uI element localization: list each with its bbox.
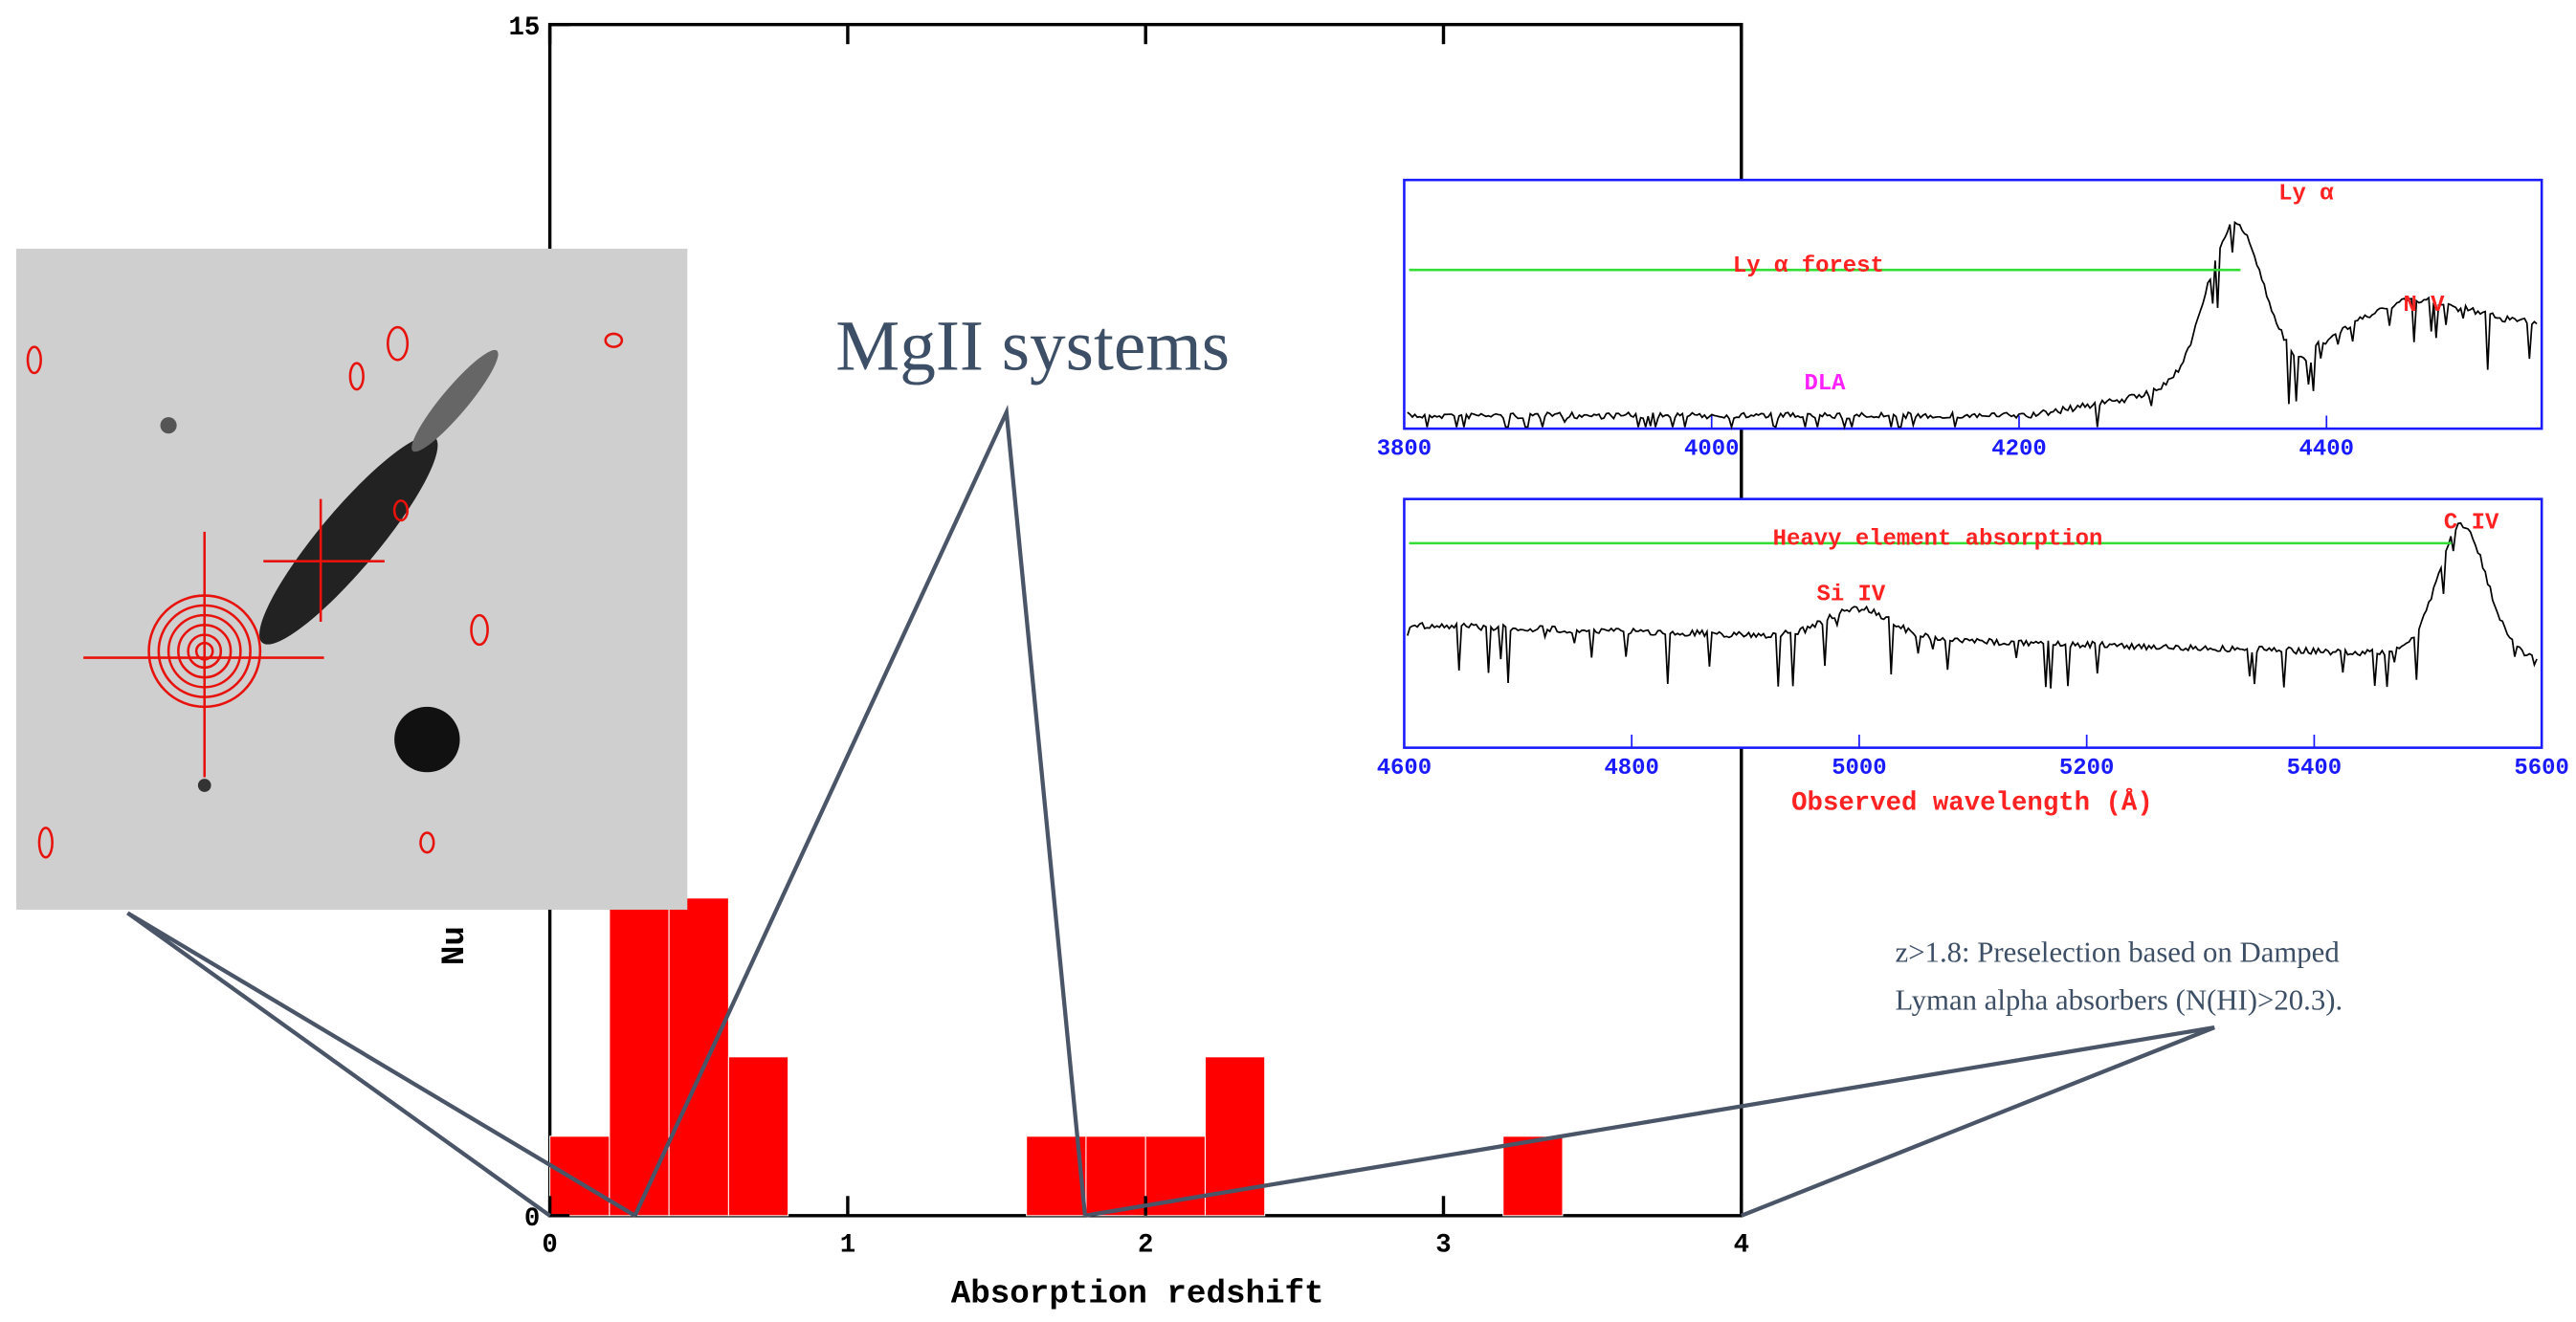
line-label: C IV (2444, 510, 2499, 536)
line-label: DLA (1804, 371, 1846, 397)
y-tick-label: 0 (524, 1204, 540, 1234)
galaxy (259, 435, 438, 645)
x-tick-label: 1 (840, 1230, 855, 1260)
spectrum-frame (1403, 178, 2543, 430)
line-label: Si IV (1816, 583, 1885, 608)
x-axis-label: Observed wavelength (Å) (1791, 788, 2153, 819)
line-label: Ly α (2278, 182, 2334, 208)
x-tick-label: 5000 (1832, 756, 1886, 782)
histogram: 0 1 2 3 4 0 15 (509, 13, 1749, 1261)
spectrum-frame (1403, 497, 2543, 749)
spectrum-panel: 3800 4000 4200 4400 Ly α forest Ly α N V DLA (1377, 178, 2543, 462)
x-tick-label: 3800 (1377, 436, 1432, 462)
line-label: Heavy element absorption (1773, 527, 2103, 553)
x-tick-label: 4000 (1684, 436, 1739, 462)
star (197, 779, 211, 792)
x-tick-label: 4 (1734, 1230, 1749, 1260)
spectrum-trace (1407, 521, 2538, 689)
bar (668, 897, 729, 1217)
dla-note: Lyman alpha absorbers (N(HI)>20.3). (1896, 983, 2343, 1016)
x-tick-label: 3 (1435, 1230, 1451, 1260)
x-tick-label: 0 (542, 1230, 557, 1260)
line-label: N V (2403, 293, 2445, 319)
x-axis-label: Absorption redshift (951, 1276, 1324, 1312)
bar (727, 1056, 789, 1217)
bar (549, 1135, 611, 1217)
x-tick-label: 5200 (2059, 756, 2114, 782)
star (160, 417, 177, 434)
galaxy-halo (411, 349, 499, 452)
y-axis-label: Nu (437, 926, 474, 965)
mgii-label: MgII systems (835, 307, 1230, 386)
bar (609, 897, 670, 1217)
galaxy-image (16, 248, 688, 910)
line-label: Ly α forest (1733, 253, 1884, 279)
x-tick-label: 2 (1138, 1230, 1153, 1260)
x-tick-label: 5400 (2287, 756, 2342, 782)
connector (126, 911, 636, 1218)
x-tick-label: 4600 (1377, 756, 1432, 782)
x-tick-label: 4400 (2299, 436, 2354, 462)
connector (1084, 1025, 2215, 1218)
bar (1026, 1135, 1087, 1217)
star (394, 706, 460, 773)
bar (1502, 1135, 1564, 1217)
x-tick-label: 4200 (1991, 436, 2046, 462)
x-tick-label: 4800 (1604, 756, 1658, 782)
dla-note: z>1.8: Preselection based on Damped (1896, 936, 2340, 969)
connector-lines (126, 404, 2215, 1218)
contours (26, 325, 624, 859)
spectrum-panel: 4600 4800 5000 5200 5400 5600 Heavy element ab… (1377, 497, 2569, 819)
y-tick-label: 15 (509, 13, 541, 43)
spectrum-trace (1407, 220, 2538, 430)
bar (1085, 1135, 1146, 1217)
connector (633, 404, 1088, 1217)
x-tick-label: 5600 (2514, 756, 2568, 782)
